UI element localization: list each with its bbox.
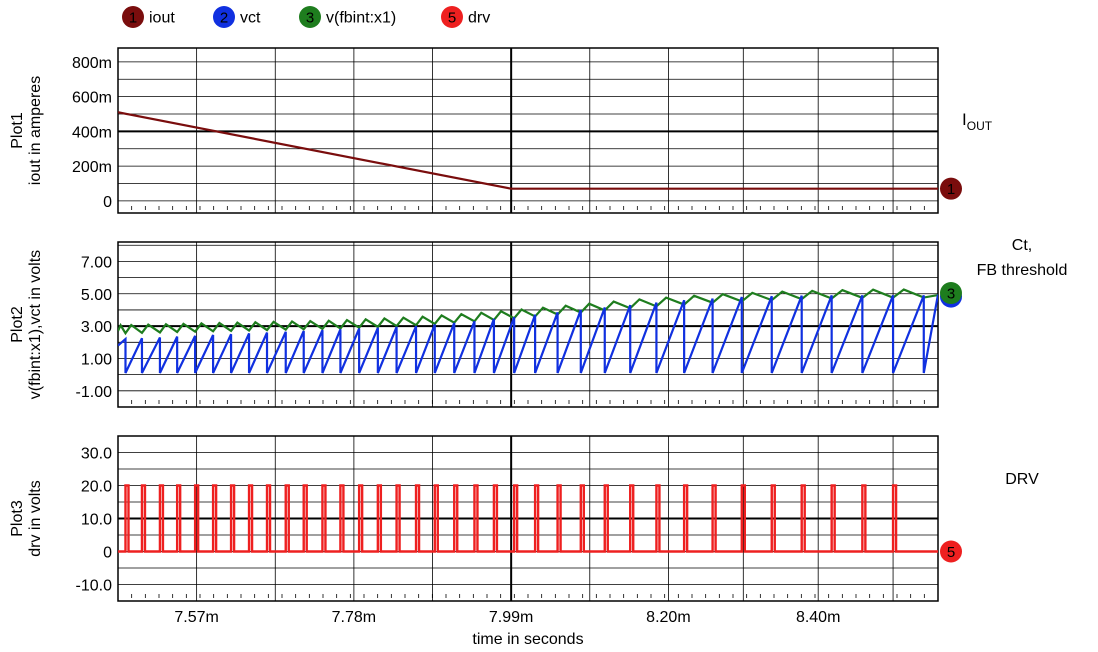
waveforms [118, 288, 938, 374]
x-axis: time in seconds 7.57m 7.78m 7.99m 8.20m 8.40… [174, 609, 840, 648]
y-tick-label: 7.00 [81, 254, 112, 271]
y-tick-label: 0 [103, 545, 112, 562]
series-line-fbint [118, 288, 938, 336]
plot-label: Plot1 [9, 112, 26, 149]
series-marker-number: 5 [947, 544, 955, 561]
y-tick-label: 200m [72, 159, 112, 176]
series-marker-1: 1 [940, 177, 962, 200]
legend-marker-icon [299, 6, 321, 28]
y-tick-label: 10.0 [81, 512, 112, 529]
y-axis-label: iout in amperes [27, 76, 44, 185]
legend: 1 iout 2 vct 3 v(fbint:x1) 5 drv [122, 6, 490, 28]
series-line-drv [118, 484, 938, 553]
waveforms [118, 484, 938, 553]
y-tick-label: 30.0 [81, 446, 112, 463]
x-tick-label: 7.78m [332, 609, 376, 626]
legend-marker-icon [441, 6, 463, 28]
y-tick-label: -1.00 [76, 384, 113, 401]
series-line-vct [118, 294, 938, 374]
y-tick-label: 5.00 [81, 287, 112, 304]
waveforms [118, 111, 938, 190]
y-tick-label: 20.0 [81, 479, 112, 496]
plot-frame [117, 47, 939, 214]
legend-marker-number: 1 [129, 10, 137, 27]
plot-annotation: IOUT [962, 110, 993, 133]
series-marker-5: 5 [940, 540, 962, 563]
y-tick-label: 3.00 [81, 319, 112, 336]
legend-item-v-fbint-x1-: 3 v(fbint:x1) [299, 6, 396, 28]
y-tick-label: 400m [72, 124, 112, 141]
y-tick-label: -10.0 [76, 578, 113, 595]
plot-panels: 0 200m 400m 600m 800m Plot1 iout in amperes IOU… [9, 47, 1068, 602]
legend-item-drv: 5 drv [441, 6, 490, 28]
plot-label: Plot2 [9, 306, 26, 343]
series-marker-icon [940, 540, 962, 563]
plot-frame [117, 241, 939, 408]
x-tick-label: 7.99m [489, 609, 533, 626]
plot-panel-1: 0 200m 400m 600m 800m Plot1 iout in amperes IOU… [9, 47, 993, 214]
plot-panel-3: -10.0 0 10.0 20.0 30.0 Plot3 drv in volts DRV 5 [9, 435, 1039, 602]
y-tick-label: 0 [103, 194, 112, 211]
plot-annotation: DRV [1005, 471, 1039, 488]
legend-item-iout: 1 iout [122, 6, 175, 28]
plot-frame [117, 435, 939, 602]
legend-marker-number: 3 [306, 10, 314, 27]
legend-label: v(fbint:x1) [326, 10, 396, 27]
y-tick-label: 800m [72, 55, 112, 72]
legend-label: drv [468, 10, 490, 27]
x-tick-label: 8.40m [796, 609, 840, 626]
x-tick-label: 8.20m [646, 609, 690, 626]
legend-marker-icon [122, 6, 144, 28]
series-marker-icon [940, 282, 962, 305]
series-marker-number: 1 [947, 181, 955, 198]
legend-marker-icon [213, 6, 235, 28]
legend-item-vct: 2 vct [213, 6, 261, 28]
plot-annotation: FB threshold [977, 262, 1068, 279]
series-line-iout [118, 111, 938, 190]
x-axis-label: time in seconds [472, 631, 583, 648]
series-marker-3: 3 [940, 282, 962, 305]
series-marker-number: 3 [947, 286, 955, 303]
y-axis-label: v(fbint:x1),vct in volts [27, 250, 44, 399]
legend-marker-number: 2 [220, 10, 228, 27]
x-tick-label: 7.57m [174, 609, 218, 626]
legend-marker-number: 5 [448, 10, 456, 27]
y-axis-label: drv in volts [27, 480, 44, 556]
plot-panel-2: -1.00 1.00 3.00 5.00 7.00 Plot2 v(fbint:x1),vc… [9, 237, 1068, 408]
legend-label: iout [149, 10, 175, 27]
plot-label: Plot3 [9, 500, 26, 537]
legend-label: vct [240, 10, 261, 27]
plot-annotation: Ct, [1012, 237, 1032, 254]
series-marker-icon [940, 177, 962, 200]
y-tick-label: 1.00 [81, 351, 112, 368]
y-tick-label: 600m [72, 90, 112, 107]
